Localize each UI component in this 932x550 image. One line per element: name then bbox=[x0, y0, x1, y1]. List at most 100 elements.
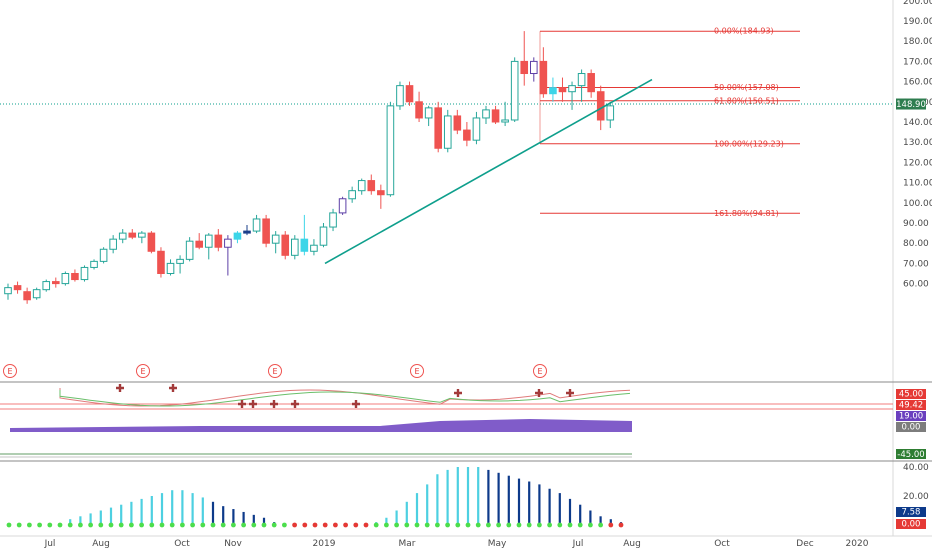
candle-body[interactable] bbox=[405, 85, 414, 103]
candle-body[interactable] bbox=[386, 105, 395, 196]
price-axis-tick: 70.00 bbox=[903, 259, 929, 269]
candle-body[interactable] bbox=[214, 234, 223, 248]
candle-body[interactable] bbox=[281, 234, 290, 256]
candle-body[interactable] bbox=[204, 234, 213, 248]
candle-body[interactable] bbox=[71, 273, 79, 281]
candle-body[interactable] bbox=[568, 85, 576, 93]
earnings-marker[interactable] bbox=[3, 364, 17, 378]
candle-body[interactable] bbox=[510, 60, 519, 121]
histogram-dot bbox=[292, 522, 297, 528]
histogram-dot bbox=[608, 522, 614, 528]
histogram-dot bbox=[67, 522, 73, 528]
candle-body[interactable] bbox=[138, 232, 146, 238]
earnings-marker[interactable] bbox=[410, 364, 424, 378]
candle-body[interactable] bbox=[443, 115, 452, 149]
candle-body[interactable] bbox=[166, 262, 175, 274]
trend-line[interactable] bbox=[324, 78, 653, 265]
candle-body[interactable] bbox=[463, 129, 471, 141]
candle-body[interactable] bbox=[453, 115, 462, 131]
histogram-dot bbox=[475, 522, 481, 528]
histogram-dot bbox=[496, 522, 501, 528]
candle-body[interactable] bbox=[52, 281, 60, 285]
candle-body[interactable] bbox=[338, 198, 347, 214]
candle-body[interactable] bbox=[587, 73, 595, 93]
histogram-dot bbox=[159, 522, 165, 528]
candle-body[interactable] bbox=[348, 190, 356, 200]
earnings-marker-label: E bbox=[537, 367, 542, 376]
candle-body[interactable] bbox=[539, 60, 548, 95]
earnings-marker[interactable] bbox=[268, 364, 282, 378]
candle-body[interactable] bbox=[252, 218, 261, 232]
candle-body[interactable] bbox=[396, 85, 404, 107]
cross-signal-marker bbox=[249, 400, 257, 408]
candle-body[interactable] bbox=[233, 232, 242, 240]
candle-body[interactable] bbox=[310, 244, 318, 252]
rsi-value-tag bbox=[896, 422, 926, 432]
candle-body[interactable] bbox=[482, 109, 490, 119]
histogram-dot bbox=[57, 522, 63, 528]
candle-body[interactable] bbox=[262, 218, 270, 244]
candle-body[interactable] bbox=[501, 119, 509, 123]
candle-body[interactable] bbox=[42, 281, 51, 291]
candle-body[interactable] bbox=[157, 250, 165, 274]
candle-body[interactable] bbox=[424, 107, 433, 119]
candle-body[interactable] bbox=[549, 87, 557, 95]
earnings-marker-label: E bbox=[272, 367, 277, 376]
time-axis-label: Jul bbox=[44, 539, 56, 549]
candle-body[interactable] bbox=[377, 190, 385, 196]
candle-body[interactable] bbox=[23, 291, 31, 301]
candle-body[interactable] bbox=[176, 258, 184, 264]
mid-value-tag-text: -45.00 bbox=[897, 450, 924, 460]
candle-body[interactable] bbox=[329, 212, 337, 228]
candle-body[interactable] bbox=[147, 232, 156, 252]
histogram-dot bbox=[343, 522, 348, 528]
histogram-dot bbox=[190, 522, 196, 528]
candle-body[interactable] bbox=[271, 234, 280, 244]
candle-body[interactable] bbox=[520, 60, 529, 75]
candle-body[interactable] bbox=[606, 105, 615, 121]
candle-body[interactable] bbox=[61, 273, 70, 285]
histogram-dot bbox=[16, 522, 22, 528]
candle-body[interactable] bbox=[128, 232, 137, 238]
candle-body[interactable] bbox=[243, 230, 251, 234]
histogram-dot bbox=[47, 522, 53, 528]
time-axis-label: 2020 bbox=[846, 539, 869, 549]
earnings-marker[interactable] bbox=[136, 364, 150, 378]
candle-body[interactable] bbox=[224, 238, 232, 248]
candle-body[interactable] bbox=[491, 109, 500, 123]
candle-body[interactable] bbox=[472, 117, 481, 141]
current-price-tag[interactable] bbox=[896, 98, 926, 110]
histogram-dot bbox=[414, 522, 420, 528]
fib-level-label: 100.00%(129.23) bbox=[714, 139, 784, 148]
candle-body[interactable] bbox=[32, 289, 41, 299]
candle-body[interactable] bbox=[577, 73, 586, 87]
candle-body[interactable] bbox=[90, 260, 98, 268]
candle-body[interactable] bbox=[109, 238, 117, 250]
candle-body[interactable] bbox=[558, 87, 567, 93]
candle-body[interactable] bbox=[434, 107, 442, 149]
candle-body[interactable] bbox=[300, 238, 309, 252]
earnings-marker[interactable] bbox=[533, 364, 547, 378]
price-axis-tick: 160.00 bbox=[903, 78, 932, 88]
candle-body[interactable] bbox=[319, 226, 328, 246]
histogram-dot bbox=[486, 522, 491, 528]
fib-level-label: 61.80%(150.51) bbox=[714, 96, 779, 105]
candle-body[interactable] bbox=[118, 232, 127, 240]
candle-body[interactable] bbox=[291, 238, 299, 256]
candle-body[interactable] bbox=[357, 180, 366, 192]
candle-body[interactable] bbox=[4, 287, 12, 295]
histogram-dot bbox=[322, 522, 328, 528]
candle-body[interactable] bbox=[80, 266, 89, 281]
candle-body[interactable] bbox=[530, 60, 538, 75]
histogram-dot bbox=[200, 522, 206, 528]
candle-body[interactable] bbox=[596, 91, 605, 121]
candle-body[interactable] bbox=[367, 180, 376, 192]
histogram-dot bbox=[588, 522, 593, 528]
candle-body[interactable] bbox=[415, 101, 423, 119]
candle-body[interactable] bbox=[99, 248, 108, 262]
candle-body[interactable] bbox=[185, 240, 194, 260]
candle-body[interactable] bbox=[195, 240, 203, 248]
candle-body[interactable] bbox=[13, 285, 22, 291]
